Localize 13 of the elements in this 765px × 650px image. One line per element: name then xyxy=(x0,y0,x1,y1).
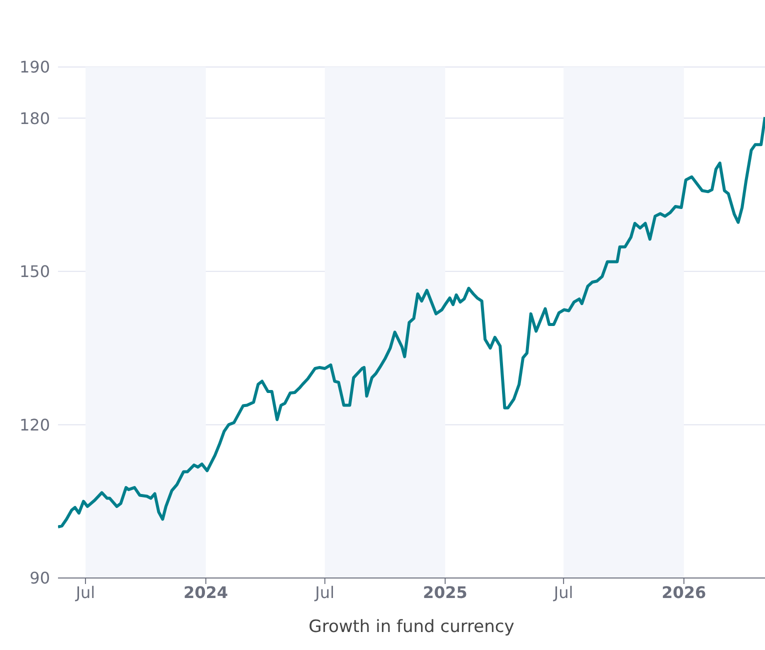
x-tick-label: Jul xyxy=(552,583,574,602)
x-tick-label: 2024 xyxy=(184,583,228,602)
y-tick-label: 150 xyxy=(19,262,50,282)
y-tick-label: 190 xyxy=(19,58,50,77)
x-tick-label: 2026 xyxy=(662,583,706,602)
y-tick-label: 120 xyxy=(19,415,50,434)
y-tick-label: 90 xyxy=(30,568,50,588)
x-axis-title: Growth in fund currency xyxy=(308,617,514,637)
y-tick-label: 180 xyxy=(19,108,50,128)
x-tick-label: Jul xyxy=(74,583,96,602)
x-tick-label: Jul xyxy=(314,583,334,602)
line-series xyxy=(58,116,765,528)
x-tick-label: 2025 xyxy=(422,583,468,602)
